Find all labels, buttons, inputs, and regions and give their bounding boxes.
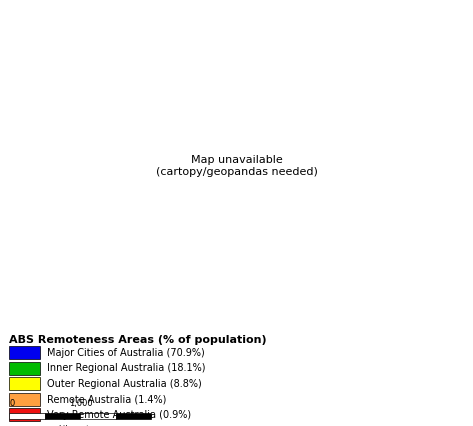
Bar xyxy=(9,413,45,420)
Bar xyxy=(9,393,40,406)
Bar xyxy=(9,377,40,390)
Text: 1,000: 1,000 xyxy=(69,399,92,408)
Text: Outer Regional Australia (8.8%): Outer Regional Australia (8.8%) xyxy=(47,379,202,389)
Text: Inner Regional Australia (18.1%): Inner Regional Australia (18.1%) xyxy=(47,363,206,373)
Text: Very Remote Australia (0.9%): Very Remote Australia (0.9%) xyxy=(47,410,192,420)
Bar xyxy=(9,408,40,421)
Bar xyxy=(116,413,151,420)
Bar xyxy=(80,413,116,420)
Text: kilometres: kilometres xyxy=(58,425,103,426)
Text: Remote Australia (1.4%): Remote Australia (1.4%) xyxy=(47,394,166,404)
Bar xyxy=(9,362,40,375)
Bar xyxy=(9,346,40,360)
Text: Major Cities of Australia (70.9%): Major Cities of Australia (70.9%) xyxy=(47,348,205,358)
Text: Map unavailable
(cartopy/geopandas needed): Map unavailable (cartopy/geopandas neede… xyxy=(156,155,317,177)
Bar xyxy=(45,413,80,420)
Text: ABS Remoteness Areas (% of population): ABS Remoteness Areas (% of population) xyxy=(9,335,267,345)
Text: 0: 0 xyxy=(9,399,15,408)
